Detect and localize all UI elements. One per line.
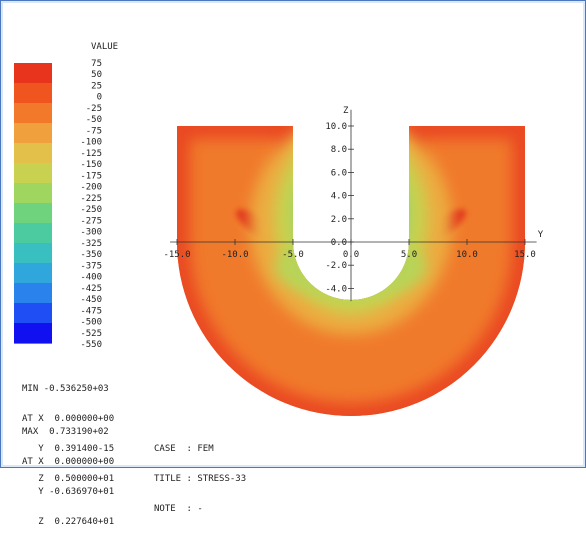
colorbar-swatch <box>14 183 52 204</box>
colorbar-tick-label: -175 <box>80 171 102 181</box>
max-y: -0.636970+01 <box>49 487 115 497</box>
min-at-label: AT X <box>22 414 44 424</box>
colorbar-swatch <box>14 223 52 244</box>
min-y: 0.391400-15 <box>54 444 115 454</box>
colorbar-tick-label: -375 <box>80 261 102 271</box>
colorbar-tick-label: -350 <box>80 250 102 260</box>
colorbar-tick-label: -400 <box>80 273 102 283</box>
axes: Y -15.0 -10.0 -5.0 0.0 5.0 10.0 15.0 Z 10.0 8.0 6.0… <box>163 106 544 302</box>
colorbar-swatch <box>14 323 52 344</box>
colorbar-swatch <box>14 243 52 264</box>
note-value: - <box>197 504 203 514</box>
colorbar-tick-label: -550 <box>80 340 102 350</box>
colorbar-title: VALUE <box>91 42 118 52</box>
min-value: -0.536250+03 <box>43 384 109 394</box>
max-stats: MAX 0.733190+02 AT X 0.000000+00 Y -0.63… <box>22 427 115 527</box>
z-tick-label: 2.0 <box>331 215 347 225</box>
max-label: MAX <box>22 427 39 437</box>
max-x: 0.000000+00 <box>54 457 115 467</box>
z-tick-label: -2.0 <box>325 261 347 271</box>
min-x: 0.000000+00 <box>54 414 115 424</box>
colorbar-tick-label: -75 <box>86 126 102 136</box>
colorbar-swatch <box>14 103 52 124</box>
colorbar-tick-label: -200 <box>80 183 102 193</box>
colorbar-tick-label: 75 <box>91 59 102 69</box>
z-tick-label: 4.0 <box>331 192 347 202</box>
colorbar-swatch <box>14 283 52 304</box>
y-tick-label: 5.0 <box>401 250 417 260</box>
colorbar-tick-label: 50 <box>91 70 102 80</box>
case-value: FEM <box>197 444 214 454</box>
colorbar-tick-label: 25 <box>91 82 102 92</box>
y-tick-label: -15.0 <box>163 250 190 260</box>
y-tick-label: 15.0 <box>514 250 536 260</box>
note-label: NOTE <box>154 504 176 514</box>
z-tick-label: -4.0 <box>325 284 347 294</box>
colorbar <box>14 63 52 344</box>
colorbar-swatch <box>14 143 52 164</box>
z-tick-label: 10.0 <box>325 122 347 132</box>
colorbar-tick-label: 0 <box>97 93 102 103</box>
colorbar-tick-label: -500 <box>80 318 102 328</box>
title-value: STRESS-33 <box>197 474 247 484</box>
min-label: MIN <box>22 384 39 394</box>
y-axis-label: Y <box>538 230 544 240</box>
max-value: 0.733190+02 <box>49 427 109 437</box>
z-tick-label: 8.0 <box>331 145 347 155</box>
colorbar-swatch <box>14 203 52 224</box>
max-at-label: AT X <box>22 457 44 467</box>
colorbar-swatch <box>14 163 52 184</box>
colorbar-swatch <box>14 303 52 324</box>
title-label: TITLE <box>154 474 182 484</box>
max-z: 0.227640+01 <box>54 517 115 527</box>
colorbar-tick-label: -50 <box>86 115 102 125</box>
colorbar-swatch <box>14 83 52 104</box>
colorbar-tick-label: -250 <box>80 205 102 215</box>
z-tick-label: 0.0 <box>331 238 347 248</box>
colorbar-tick-label: -100 <box>80 138 102 148</box>
y-tick-label: 10.0 <box>456 250 478 260</box>
colorbar-tick-label: -475 <box>80 306 102 316</box>
z-tick-label: 6.0 <box>331 168 347 178</box>
y-tick-label: -5.0 <box>282 250 304 260</box>
colorbar-swatch <box>14 123 52 144</box>
case-label: CASE <box>154 444 176 454</box>
colorbar-tick-label: -425 <box>80 284 102 294</box>
colorbar-tick-label: -450 <box>80 295 102 305</box>
colorbar-tick-label: -300 <box>80 228 102 238</box>
colorbar-tick-label: -25 <box>86 104 102 114</box>
colorbar-tick-label: -525 <box>80 329 102 339</box>
colorbar-tick-label: -125 <box>80 149 102 159</box>
colorbar-tick-label: -225 <box>80 194 102 204</box>
case-info: CASE : FEM TITLE : STRESS-33 NOTE : - <box>154 444 247 514</box>
colorbar-tick-label: -325 <box>80 239 102 249</box>
colorbar-tick-label: -150 <box>80 160 102 170</box>
colorbar-swatch <box>14 263 52 284</box>
colorbar-swatch <box>14 63 52 84</box>
colorbar-tick-label: -275 <box>80 216 102 226</box>
y-tick-label: -10.0 <box>221 250 248 260</box>
z-axis-label: Z <box>343 106 349 116</box>
